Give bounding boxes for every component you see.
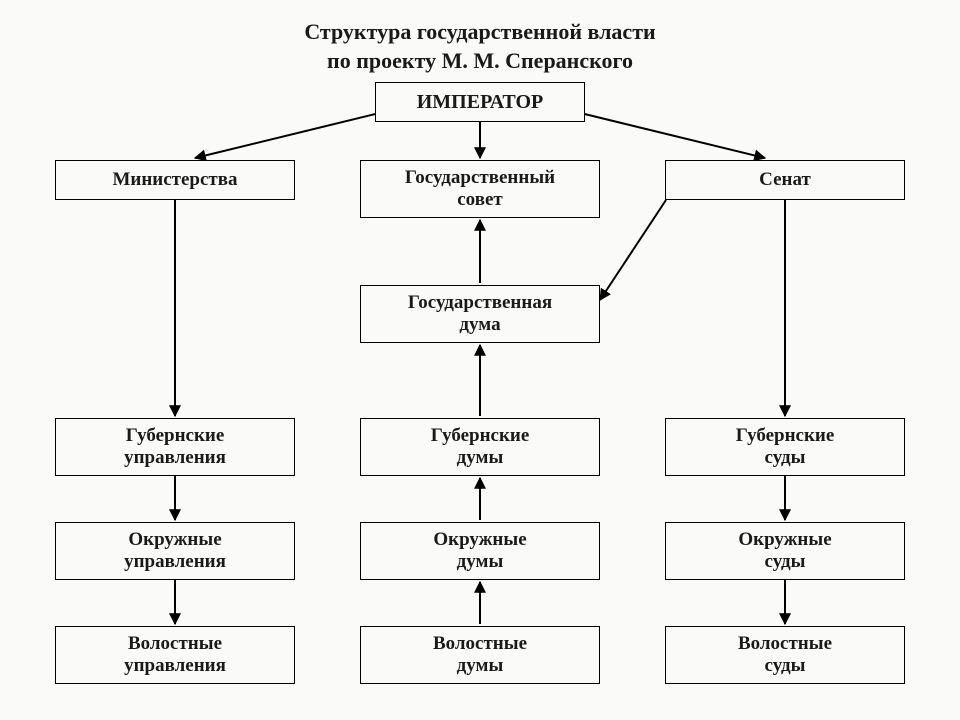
node-vol_dumy: Волостныедумы xyxy=(360,626,600,684)
edge-2 xyxy=(560,108,765,158)
node-gub_dumy: Губернскиедумы xyxy=(360,418,600,476)
node-ministries: Министерства xyxy=(55,160,295,200)
node-okr_upr: Окружныеуправления xyxy=(55,522,295,580)
title-line2: по проекту М. М. Сперанского xyxy=(0,47,960,76)
node-council: Государственныйсовет xyxy=(360,160,600,218)
edge-4 xyxy=(600,200,666,300)
node-vol_upr: Волостныеуправления xyxy=(55,626,295,684)
edge-0 xyxy=(195,108,400,158)
title-line1: Структура государственной власти xyxy=(0,18,960,47)
node-gub_upr: Губернскиеуправления xyxy=(55,418,295,476)
node-duma: Государственнаядума xyxy=(360,285,600,343)
diagram-title: Структура государственной власти по прое… xyxy=(0,0,960,75)
node-okr_sudy: Окружныесуды xyxy=(665,522,905,580)
node-vol_sudy: Волостныесуды xyxy=(665,626,905,684)
node-emperor: ИМПЕРАТОР xyxy=(375,82,585,122)
node-gub_sudy: Губернскиесуды xyxy=(665,418,905,476)
node-senate: Сенат xyxy=(665,160,905,200)
node-okr_dumy: Окружныедумы xyxy=(360,522,600,580)
